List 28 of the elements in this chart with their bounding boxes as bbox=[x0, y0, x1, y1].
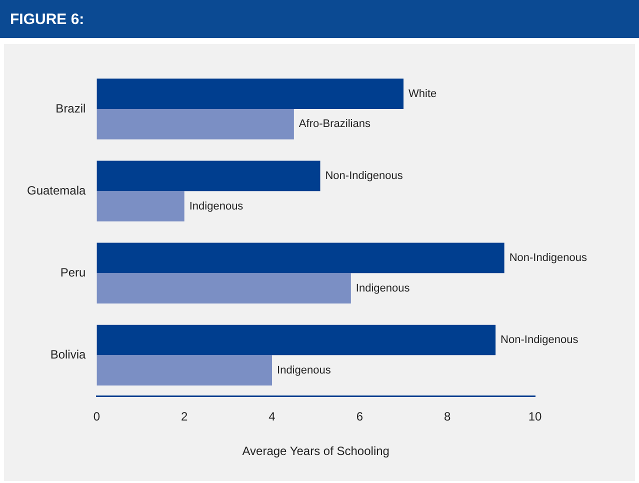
x-tick-label: 8 bbox=[444, 410, 451, 424]
annotation: Non-Indigenous bbox=[509, 252, 588, 264]
annotation: White bbox=[408, 88, 437, 100]
annotation: Non-Indigenous bbox=[500, 334, 579, 346]
x-tick-label: 4 bbox=[268, 410, 276, 424]
bar bbox=[96, 78, 404, 110]
annotation: Indigenous bbox=[189, 200, 244, 212]
bar bbox=[96, 109, 294, 140]
x-tick-label: 0 bbox=[93, 410, 100, 424]
bar bbox=[96, 242, 504, 274]
bar bbox=[96, 191, 184, 222]
x-tick-label: 6 bbox=[356, 410, 364, 424]
bar bbox=[96, 273, 351, 304]
chart-title: FIGURE 6: bbox=[0, 0, 639, 38]
y-tick-label: Brazil bbox=[56, 101, 86, 116]
bar bbox=[96, 160, 320, 192]
annotation: Indigenous bbox=[356, 282, 410, 294]
annotation: Indigenous bbox=[277, 364, 332, 376]
annotation: Afro-Brazilians bbox=[298, 118, 371, 130]
annotation: Non-Indigenous bbox=[325, 170, 404, 182]
x-tick-label: 10 bbox=[528, 410, 542, 424]
y-tick-label: Guatemala bbox=[26, 183, 86, 198]
bar bbox=[96, 324, 496, 356]
y-tick-label: Bolivia bbox=[50, 347, 86, 362]
bar bbox=[96, 355, 272, 386]
x-tick-label: 2 bbox=[181, 410, 188, 424]
x-axis-title: Average Years of Schooling bbox=[242, 444, 390, 458]
y-tick-label: Peru bbox=[60, 265, 86, 280]
